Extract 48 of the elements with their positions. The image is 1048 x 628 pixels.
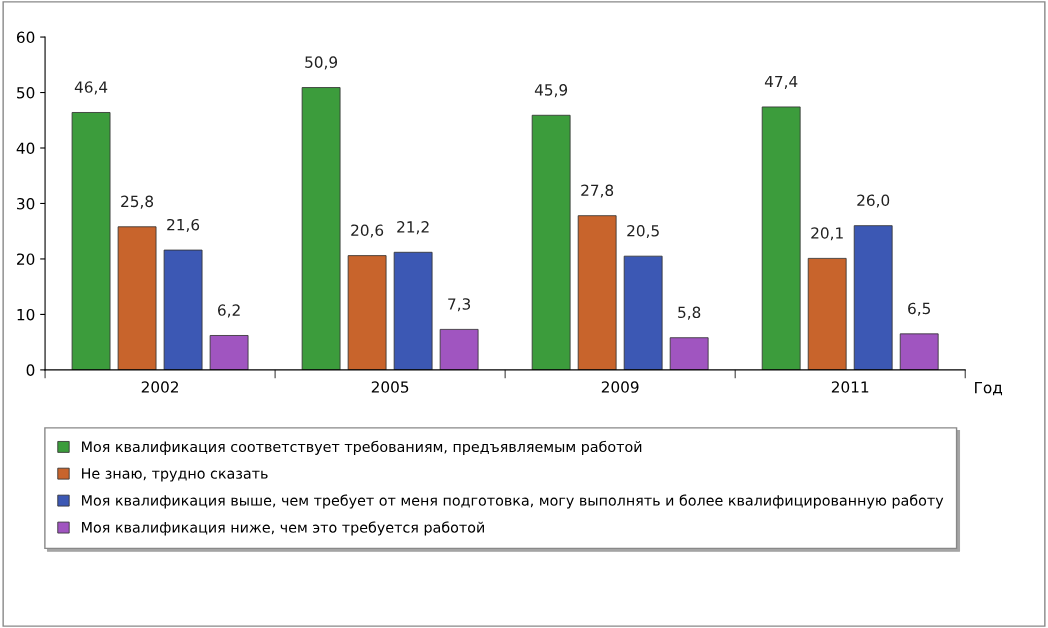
data-label: 20,6 <box>351 224 384 238</box>
data-label: 26,0 <box>857 194 890 208</box>
bar <box>393 251 433 370</box>
x-tick-label: 2005 <box>371 381 409 393</box>
data-label: 25,8 <box>121 195 154 209</box>
data-label: 20,1 <box>811 227 843 241</box>
data-label: 20,5 <box>627 224 659 239</box>
data-label: 21,6 <box>167 218 200 232</box>
bar <box>899 333 939 370</box>
y-tick-label: 20 <box>17 253 35 265</box>
bar <box>71 112 111 370</box>
data-label: 27,8 <box>581 184 614 198</box>
legend-label: Моя квалификация соответствует требованиям, предъявляемым работой <box>82 440 642 455</box>
data-label: 5,8 <box>678 306 701 320</box>
x-tick-label: 2011 <box>831 381 869 393</box>
bar <box>531 114 571 370</box>
legend-label: Моя квалификация выше, чем требует от меня подготовка, могу выполнять и более квалифицированную работу <box>82 494 944 509</box>
y-tick-label: 30 <box>17 197 35 210</box>
y-tick-label: 0 <box>26 364 35 376</box>
bar <box>807 257 847 370</box>
data-label: 6,2 <box>218 304 240 318</box>
bar <box>761 106 801 370</box>
legend-label: Не знаю, трудно сказать <box>82 468 268 482</box>
x-tick-label: 2009 <box>601 381 639 393</box>
y-tick-label: 40 <box>16 142 35 155</box>
bar <box>209 335 249 370</box>
bar <box>117 226 157 370</box>
bar <box>669 337 709 370</box>
x-tick-label: 2002 <box>141 381 178 393</box>
y-tick-label: 10 <box>17 308 35 321</box>
data-label: 50,9 <box>305 56 338 70</box>
bar <box>439 328 479 370</box>
data-label: 47,4 <box>764 75 798 89</box>
bar <box>301 87 341 370</box>
bar <box>853 225 893 370</box>
data-label: 21,2 <box>397 221 429 235</box>
bar <box>163 249 203 370</box>
data-label: 6,5 <box>908 302 931 316</box>
x-axis-title: Год <box>975 382 1003 396</box>
bar <box>347 255 387 370</box>
bar <box>577 215 617 370</box>
y-tick-label: 50 <box>17 86 35 99</box>
bar <box>623 255 663 370</box>
y-tick-label: 60 <box>16 31 35 44</box>
legend-label: Моя квалификация ниже, чем это требуется работой <box>82 521 484 536</box>
data-label: 45,9 <box>534 84 568 98</box>
data-label: 46,4 <box>74 81 108 95</box>
data-label: 7,3 <box>448 298 471 312</box>
